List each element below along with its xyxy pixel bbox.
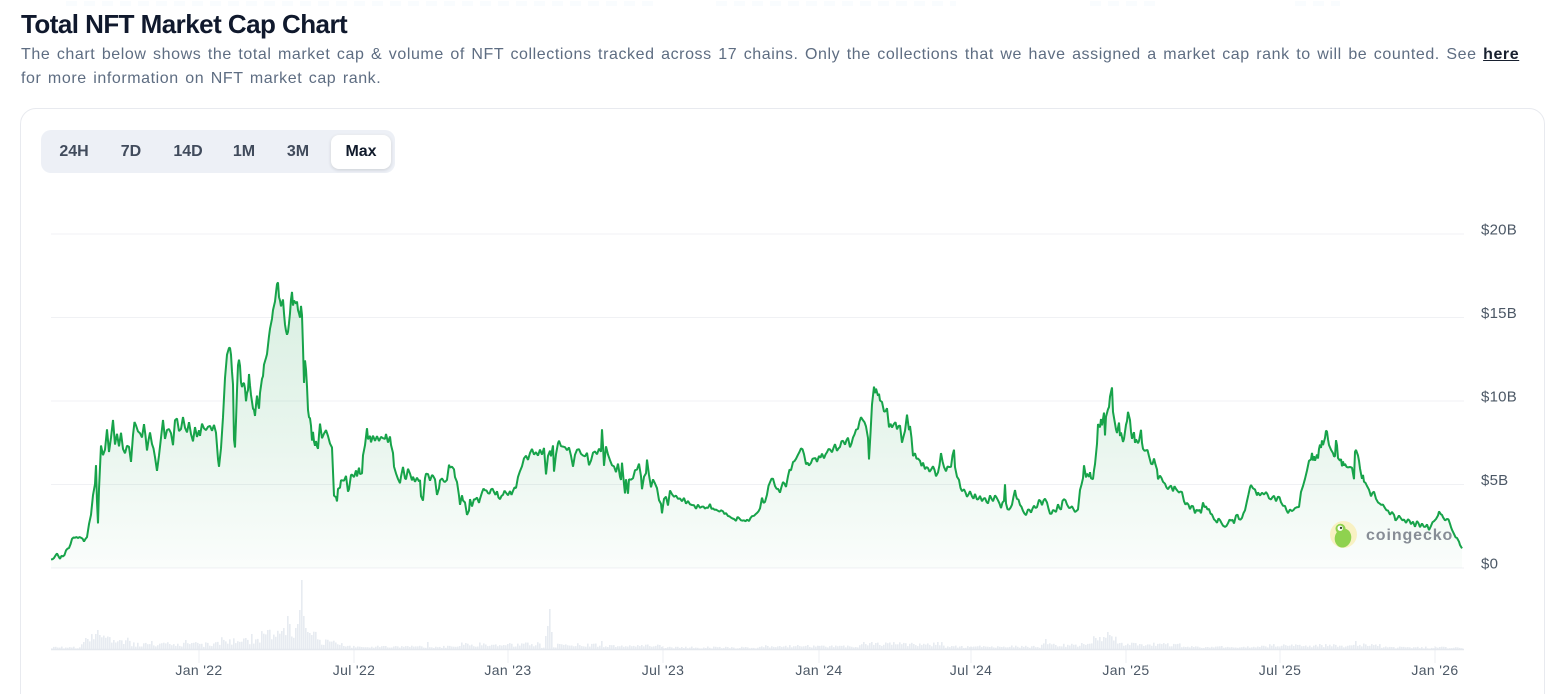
- svg-text:$15B: $15B: [1481, 305, 1517, 322]
- svg-text:Jul '25: Jul '25: [1259, 662, 1301, 678]
- svg-text:Jul '22: Jul '22: [333, 662, 375, 678]
- svg-text:$10B: $10B: [1481, 389, 1517, 406]
- svg-text:Jan '26: Jan '26: [1411, 662, 1458, 678]
- svg-text:$20B: $20B: [1481, 222, 1517, 239]
- svg-text:coingecko: coingecko: [1366, 527, 1453, 544]
- svg-text:$5B: $5B: [1481, 472, 1508, 489]
- svg-text:Jul '24: Jul '24: [950, 662, 992, 678]
- svg-text:Jul '23: Jul '23: [642, 662, 684, 678]
- svg-text:$0: $0: [1481, 556, 1498, 573]
- svg-text:Jan '23: Jan '23: [484, 662, 531, 678]
- svg-text:Jan '24: Jan '24: [795, 662, 842, 678]
- svg-text:Jan '25: Jan '25: [1102, 662, 1149, 678]
- svg-text:Jan '22: Jan '22: [175, 662, 222, 678]
